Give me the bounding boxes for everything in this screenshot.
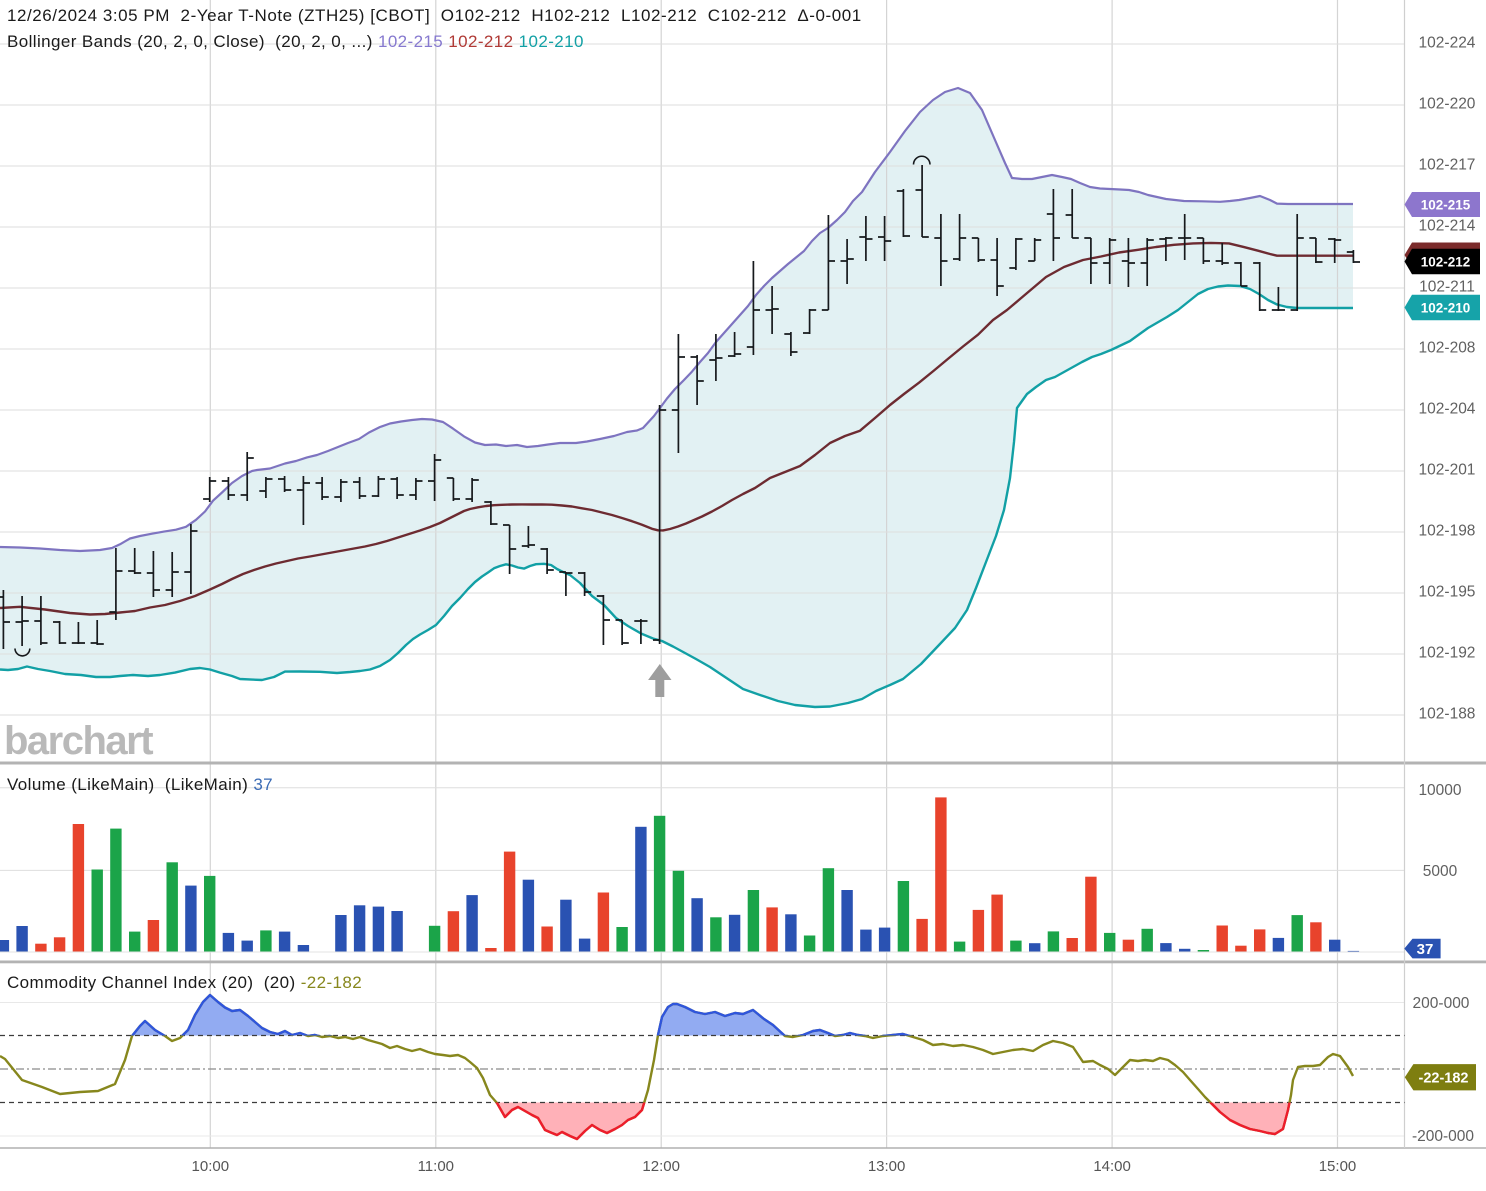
- svg-text:10000: 10000: [1418, 782, 1461, 799]
- svg-text:102-192: 102-192: [1419, 645, 1476, 662]
- svg-text:102-208: 102-208: [1419, 340, 1476, 357]
- svg-text:102-214: 102-214: [1419, 218, 1476, 235]
- svg-text:-200-000: -200-000: [1412, 1128, 1474, 1145]
- svg-text:13:00: 13:00: [868, 1158, 906, 1175]
- svg-text:102-198: 102-198: [1419, 523, 1476, 540]
- svg-text:102-215: 102-215: [1421, 197, 1471, 212]
- svg-text:12/26/2024 3:05 PM 2-Year T-N: 12/26/2024 3:05 PM 2-Year T-Note (ZTH25)…: [7, 6, 862, 25]
- svg-text:15:00: 15:00: [1319, 1158, 1357, 1175]
- svg-text:102-211: 102-211: [1419, 279, 1475, 296]
- svg-text:14:00: 14:00: [1093, 1158, 1131, 1175]
- svg-text:102-195: 102-195: [1419, 584, 1476, 601]
- svg-text:Commodity Channel Index (20): Commodity Channel Index (20) (20) -22-18…: [7, 973, 362, 992]
- svg-text:102-201: 102-201: [1419, 462, 1476, 479]
- svg-text:10:00: 10:00: [192, 1158, 230, 1175]
- svg-text:102-217: 102-217: [1419, 157, 1476, 174]
- svg-text:200-000: 200-000: [1413, 995, 1470, 1012]
- svg-text:12:00: 12:00: [642, 1158, 680, 1175]
- svg-text:102-212: 102-212: [1421, 254, 1471, 269]
- svg-text:5000: 5000: [1423, 863, 1458, 880]
- svg-text:102-224: 102-224: [1419, 35, 1476, 52]
- svg-text:102-204: 102-204: [1419, 401, 1476, 418]
- svg-text:102-210: 102-210: [1421, 300, 1471, 315]
- svg-text:Volume (LikeMain) (LikeMain): Volume (LikeMain) (LikeMain) 37: [7, 775, 273, 794]
- svg-text:11:00: 11:00: [418, 1158, 454, 1175]
- svg-text:-22-182: -22-182: [1419, 1071, 1469, 1087]
- svg-text:barchart: barchart: [4, 719, 153, 763]
- svg-text:Bollinger Bands (20, 2, 0, Clo: Bollinger Bands (20, 2, 0, Close) (20, 2…: [7, 32, 584, 51]
- svg-text:37: 37: [1417, 941, 1434, 958]
- svg-text:102-188: 102-188: [1419, 706, 1476, 723]
- svg-text:102-220: 102-220: [1419, 96, 1476, 113]
